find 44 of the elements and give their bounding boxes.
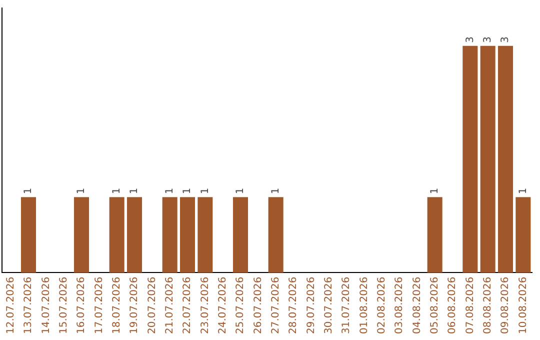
- x-tick-label: 21.07.2026: [164, 276, 176, 334]
- x-tick-label: 15.07.2026: [58, 276, 70, 334]
- x-tick-label: 06.08.2026: [447, 276, 458, 334]
- x-tick-label: 04.08.2026: [412, 276, 423, 334]
- x-tick-label: 13.07.2026: [23, 276, 34, 334]
- x-tick-label: 30.07.2026: [323, 276, 334, 334]
- x-tick-label: 25.07.2026: [235, 276, 246, 334]
- x-tick-label: 26.07.2026: [252, 276, 264, 334]
- x-tick-label: 19.07.2026: [129, 276, 140, 334]
- x-tick-label: 20.07.2026: [146, 276, 158, 334]
- x-tick-label: 14.07.2026: [40, 276, 52, 334]
- x-tick-label: 07.08.2026: [464, 276, 476, 334]
- x-tick-label: 29.07.2026: [306, 276, 317, 334]
- data-label: 1: [76, 188, 88, 194]
- data-label: 1: [200, 188, 211, 194]
- data-label: 1: [270, 188, 282, 194]
- x-tick-label: 10.08.2026: [518, 276, 529, 334]
- x-tick-label: 18.07.2026: [111, 276, 122, 334]
- data-label: 1: [111, 188, 122, 194]
- data-label: 1: [182, 188, 194, 194]
- data-label: 3: [500, 36, 512, 43]
- x-tick-label: 16.07.2026: [76, 276, 88, 334]
- x-tick-label: 05.08.2026: [429, 276, 440, 334]
- x-tick-label: 24.07.2026: [217, 276, 228, 334]
- x-tick-label: 17.07.2026: [94, 276, 105, 334]
- x-tick-label: 03.08.2026: [394, 276, 406, 334]
- data-label: 1: [429, 188, 440, 194]
- data-label: 1: [129, 188, 140, 194]
- data-label: 1: [235, 188, 246, 194]
- x-tick-label: 08.08.2026: [482, 276, 494, 334]
- data-label: 1: [518, 188, 529, 194]
- x-tick-label: 22.07.2026: [182, 276, 194, 334]
- data-label: 1: [164, 188, 176, 194]
- x-tick-label: 12.07.2026: [5, 276, 16, 334]
- x-tick-label: 09.08.2026: [500, 276, 512, 334]
- x-tick-label: 27.07.2026: [270, 276, 282, 334]
- data-label: 3: [464, 36, 476, 43]
- x-tick-label: 28.07.2026: [288, 276, 300, 334]
- x-tick-label: 31.07.2026: [341, 276, 352, 334]
- x-tick-label: 23.07.2026: [200, 276, 211, 334]
- data-label: 3: [482, 36, 494, 43]
- x-tick-label: 01.08.2026: [358, 276, 370, 334]
- x-tick-label: 02.08.2026: [376, 276, 388, 334]
- data-label: 1: [23, 188, 34, 194]
